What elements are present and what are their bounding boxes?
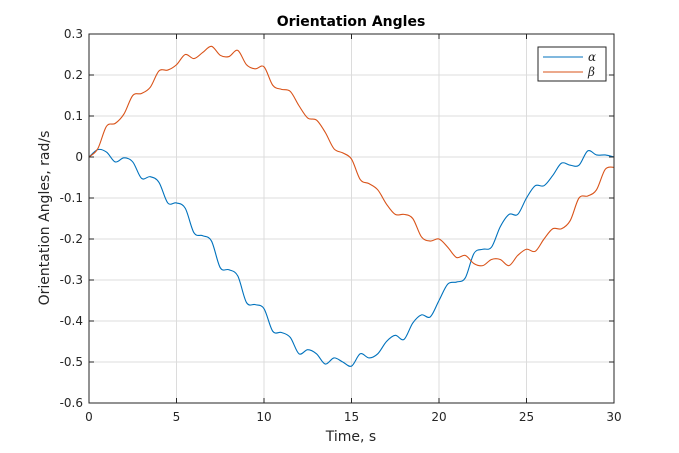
y-tick-label: -0.4 <box>60 314 83 328</box>
x-tick-label: 5 <box>173 410 181 424</box>
x-tick-label: 25 <box>519 410 534 424</box>
y-axis-label: Orientation Angles, rad/s <box>37 131 53 306</box>
y-tick-label: -0.3 <box>60 273 83 287</box>
y-tick-label: 0.2 <box>64 68 83 82</box>
legend-label-alpha: α <box>588 50 596 64</box>
y-tick-label: 0 <box>75 150 83 164</box>
x-axis-label: Time, s <box>325 429 376 445</box>
x-tick-label: 10 <box>256 410 271 424</box>
legend: α β <box>537 46 607 82</box>
y-tick-label: -0.2 <box>60 232 83 246</box>
x-tick-label: 20 <box>431 410 446 424</box>
series-line-beta <box>88 45 615 267</box>
x-tick-label: 0 <box>85 410 93 424</box>
y-tick-label: -0.6 <box>60 396 83 410</box>
chart-title: Orientation Angles <box>277 14 426 30</box>
y-tick-label: -0.5 <box>60 355 83 369</box>
axis-ticks: 0 5 10 15 20 25 30 0.3 0.2 0.1 0 -0.1 -0.2 -0.3 -0.4 -0… <box>60 27 622 424</box>
legend-box <box>537 46 607 82</box>
x-tick-label: 30 <box>606 410 621 424</box>
series-line-alpha <box>88 148 615 367</box>
y-tick-label: 0.1 <box>64 109 83 123</box>
series-layer <box>88 45 615 367</box>
y-tick-label: 0.3 <box>64 27 83 41</box>
x-tick-label: 15 <box>344 410 359 424</box>
legend-label-beta: β <box>587 65 595 79</box>
y-tick-label: -0.1 <box>60 191 83 205</box>
